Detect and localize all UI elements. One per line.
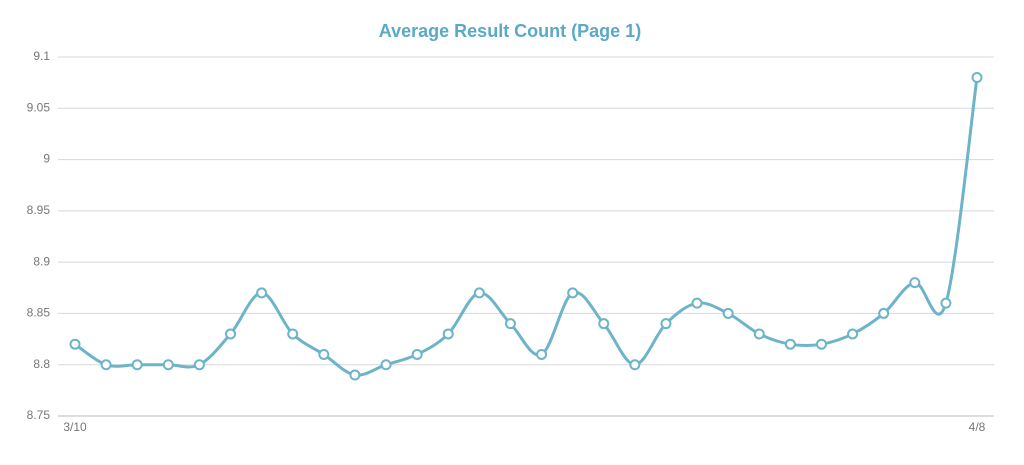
chart-title: Average Result Count (Page 1) [379,21,641,41]
marker [442,328,454,340]
y-tick-label: 9 [43,152,50,166]
marker [878,307,890,319]
marker [473,287,485,299]
y-tick-label: 9.1 [33,49,50,63]
marker [349,369,361,381]
marker [567,287,579,299]
y-tick-label: 8.75 [27,408,51,422]
marker [660,318,672,330]
marker [287,328,299,340]
marker [411,348,423,360]
marker [193,359,205,371]
marker [847,328,859,340]
line [74,77,979,377]
marker [100,359,112,371]
marker [256,287,268,299]
marker [69,338,81,350]
marker [504,318,516,330]
marker [753,328,765,340]
y-tick-label: 9.05 [27,100,51,114]
x-tick-label: 3/10 [63,420,87,434]
marker [971,72,983,84]
marker [225,328,237,340]
marker [940,297,952,309]
marker [380,359,392,371]
x-tick-label: 4/8 [969,420,986,434]
marker [629,359,641,371]
marker [691,297,703,309]
marker [722,307,734,319]
marker [536,348,548,360]
marker [318,348,330,360]
y-tick-label: 8.9 [33,254,50,268]
marker [598,318,610,330]
marker [784,338,796,350]
y-tick-label: 8.8 [33,357,50,371]
marker [131,359,143,371]
marker [909,277,921,289]
marker [162,359,174,371]
y-tick-label: 8.95 [27,203,51,217]
marker [815,338,827,350]
y-tick-label: 8.85 [27,306,51,320]
